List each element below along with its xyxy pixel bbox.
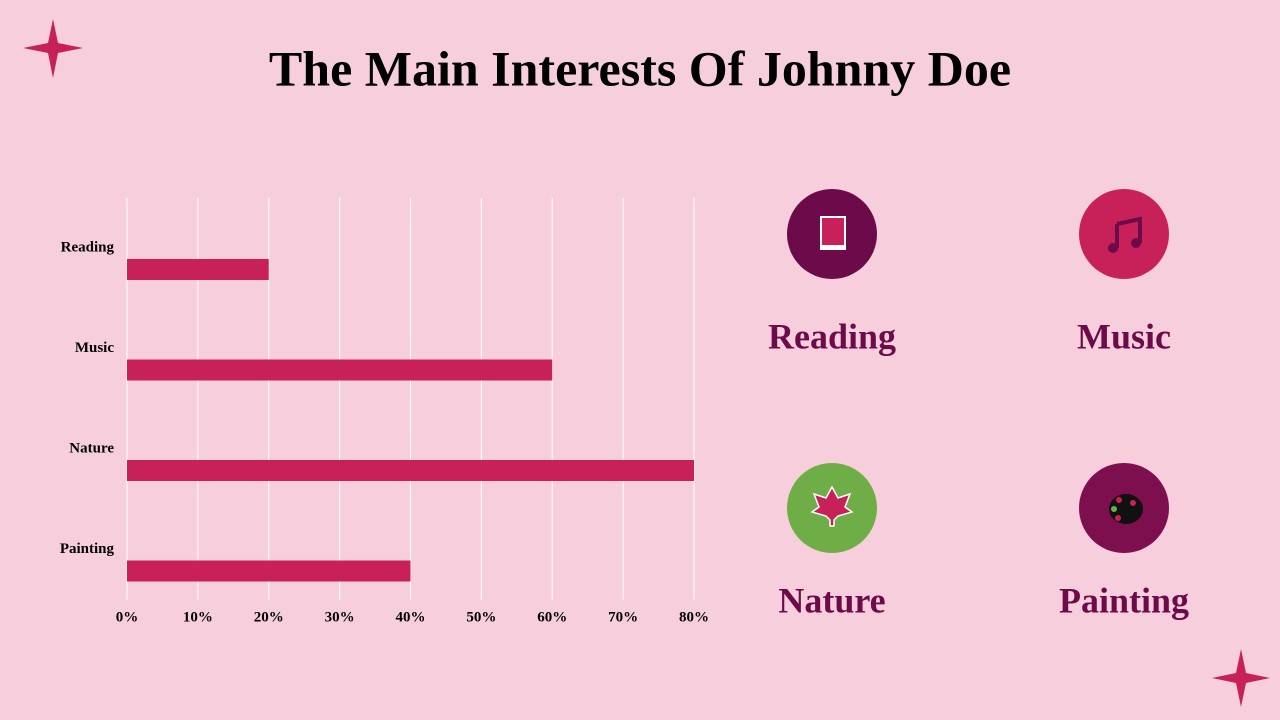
x-tick-label: 80% [679,609,709,625]
icon-music [1079,189,1169,279]
bar [127,460,694,481]
x-tick-label: 70% [608,609,638,625]
bar [127,359,553,381]
icon-nature [787,463,877,553]
interest-label: Painting [1059,580,1189,620]
x-tick-label: 50% [466,609,496,625]
star-decoration [1212,649,1270,707]
icon-reading [787,189,877,279]
y-tick-label: Music [75,340,115,356]
x-tick-label: 60% [537,609,567,625]
x-tick-label: 10% [183,609,213,625]
interest-label: Nature [778,580,885,620]
y-tick-label: Reading [61,239,115,255]
interest-label: Reading [768,316,896,356]
x-tick-label: 20% [254,609,284,625]
interest-label: Music [1077,316,1171,356]
bar [127,560,411,582]
y-tick-label: Nature [69,440,114,456]
x-tick-label: 30% [325,609,355,625]
star-decoration [23,19,83,78]
bar [127,259,269,280]
y-tick-label: Painting [60,541,115,557]
x-tick-label: 40% [396,609,426,625]
x-tick-label: 0% [116,609,139,625]
icon-painting [1079,463,1169,553]
title: The Main Interests Of Johnny Doe [269,40,1011,96]
